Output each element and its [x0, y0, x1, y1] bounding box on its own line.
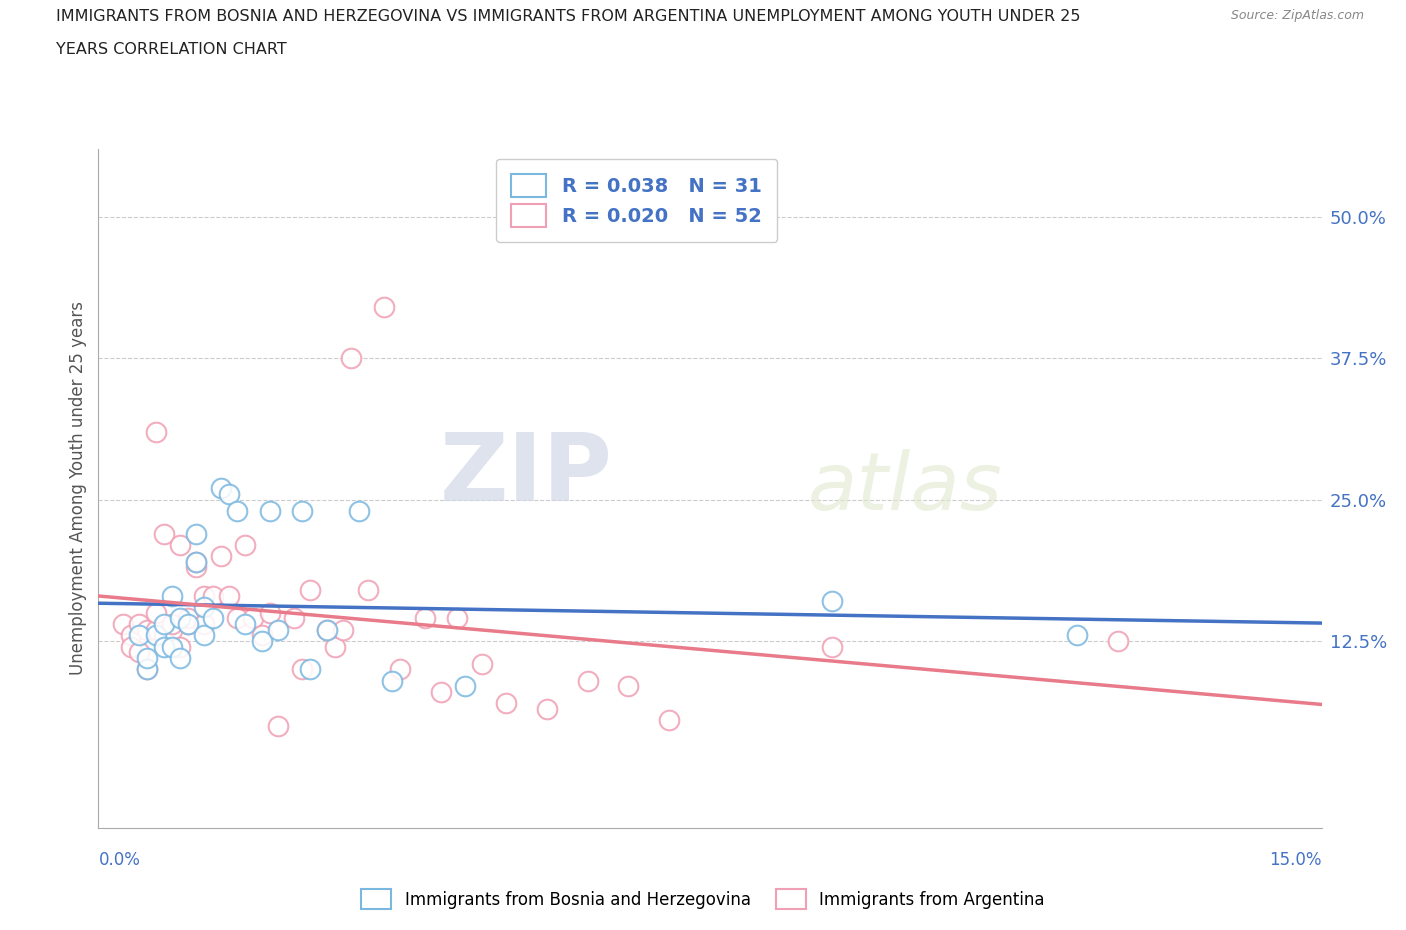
Point	[299, 582, 322, 598]
Point	[145, 628, 167, 643]
Point	[152, 617, 174, 631]
Point	[1107, 633, 1129, 648]
Point	[193, 589, 215, 604]
Point	[177, 617, 200, 631]
Point	[356, 582, 378, 598]
Point	[340, 351, 363, 365]
Point	[233, 538, 256, 552]
Point	[136, 651, 159, 666]
Point	[177, 617, 200, 631]
Point	[160, 617, 183, 631]
Point	[152, 526, 174, 541]
Point	[169, 651, 191, 666]
Legend: Immigrants from Bosnia and Herzegovina, Immigrants from Argentina: Immigrants from Bosnia and Herzegovina, …	[353, 881, 1053, 917]
Point	[218, 486, 240, 501]
Point	[250, 633, 273, 648]
Point	[201, 589, 224, 604]
Point	[315, 622, 337, 637]
Point	[136, 662, 159, 677]
Point	[160, 639, 183, 654]
Point	[169, 538, 191, 552]
Point	[536, 701, 558, 716]
Point	[233, 617, 256, 631]
Point	[136, 622, 159, 637]
Point	[136, 662, 159, 677]
Point	[389, 662, 412, 677]
Point	[128, 644, 150, 659]
Point	[145, 622, 167, 637]
Point	[193, 628, 215, 643]
Point	[209, 481, 232, 496]
Point	[193, 617, 215, 631]
Point	[120, 628, 142, 643]
Y-axis label: Unemployment Among Youth under 25 years: Unemployment Among Youth under 25 years	[69, 301, 87, 675]
Point	[323, 639, 346, 654]
Text: atlas: atlas	[808, 449, 1002, 527]
Point	[226, 503, 249, 518]
Point	[299, 662, 322, 677]
Point	[454, 679, 477, 694]
Point	[160, 589, 183, 604]
Point	[315, 622, 337, 637]
Point	[291, 503, 314, 518]
Point	[111, 617, 134, 631]
Text: Source: ZipAtlas.com: Source: ZipAtlas.com	[1230, 9, 1364, 22]
Point	[169, 611, 191, 626]
Point	[430, 684, 453, 699]
Point	[259, 605, 281, 620]
Point	[332, 622, 354, 637]
Point	[821, 594, 844, 609]
Point	[242, 611, 264, 626]
Point	[283, 611, 305, 626]
Point	[617, 679, 640, 694]
Point	[218, 589, 240, 604]
Point	[471, 657, 494, 671]
Point	[291, 662, 314, 677]
Point	[413, 611, 436, 626]
Point	[226, 611, 249, 626]
Point	[186, 554, 208, 569]
Point	[576, 673, 599, 688]
Point	[381, 673, 404, 688]
Point	[267, 622, 290, 637]
Point	[349, 503, 371, 518]
Point	[152, 628, 174, 643]
Point	[446, 611, 468, 626]
Text: IMMIGRANTS FROM BOSNIA AND HERZEGOVINA VS IMMIGRANTS FROM ARGENTINA UNEMPLOYMENT: IMMIGRANTS FROM BOSNIA AND HERZEGOVINA V…	[56, 9, 1081, 24]
Point	[495, 696, 517, 711]
Point	[186, 560, 208, 575]
Point	[250, 628, 273, 643]
Point	[259, 503, 281, 518]
Point	[120, 639, 142, 654]
Point	[160, 622, 183, 637]
Legend: R = 0.038   N = 31, R = 0.020   N = 52: R = 0.038 N = 31, R = 0.020 N = 52	[496, 158, 778, 243]
Point	[373, 299, 395, 314]
Point	[1066, 628, 1088, 643]
Point	[169, 639, 191, 654]
Point	[128, 617, 150, 631]
Point	[128, 628, 150, 643]
Point	[186, 526, 208, 541]
Point	[177, 611, 200, 626]
Point	[193, 600, 215, 615]
Text: 0.0%: 0.0%	[98, 851, 141, 869]
Text: ZIP: ZIP	[439, 429, 612, 521]
Point	[267, 719, 290, 734]
Point	[658, 712, 681, 727]
Point	[209, 549, 232, 564]
Text: 15.0%: 15.0%	[1270, 851, 1322, 869]
Point	[186, 554, 208, 569]
Point	[152, 639, 174, 654]
Point	[201, 611, 224, 626]
Point	[821, 639, 844, 654]
Point	[145, 605, 167, 620]
Point	[145, 424, 167, 439]
Text: YEARS CORRELATION CHART: YEARS CORRELATION CHART	[56, 42, 287, 57]
